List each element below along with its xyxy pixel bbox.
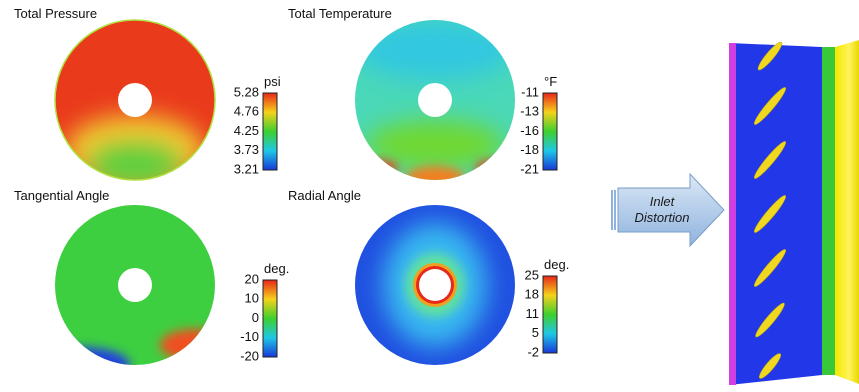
colorbar-tick-label: 4.76 [234, 104, 259, 119]
colorbar-tick-label: 20 [245, 271, 259, 286]
colorbar-tick-label: 3.21 [234, 161, 259, 176]
colorbar-tick-label: -16 [520, 123, 539, 138]
colorbar-tick-label: 3.73 [234, 142, 259, 157]
colorbar-unit: deg. [264, 261, 289, 276]
colorbar [543, 93, 557, 170]
colorbar-tick-label: 11 [526, 306, 540, 321]
arrow-label: Inlet [650, 194, 676, 209]
colorbar-tick-label: -2 [527, 344, 539, 359]
colorbar [543, 276, 557, 353]
arrow-label: Distortion [635, 210, 690, 225]
colorbar-tick-label: 0 [252, 310, 259, 325]
fan-blades-view [729, 40, 859, 385]
panel-title: Tangential Angle [14, 188, 109, 203]
colorbar-tick-label: -20 [240, 348, 259, 363]
panel-title: Total Pressure [14, 6, 97, 21]
panel-title: Total Temperature [288, 6, 392, 21]
colorbar-unit: psi [264, 74, 281, 89]
colorbar-tick-label: 18 [525, 287, 539, 302]
colorbar-tick-label: -10 [240, 329, 259, 344]
colorbar-tick-label: 4.25 [234, 123, 259, 138]
colorbar-tick-label: -11 [521, 84, 539, 99]
colorbar-tick-label: 10 [245, 291, 259, 306]
figure: Total Pressure psi 5.28 4.76 4.25 3.73 3.21 Tot… [0, 0, 859, 387]
colorbar-unit: °F [544, 74, 557, 89]
colorbar-tick-label: 5.28 [234, 84, 259, 99]
colorbar [263, 280, 277, 357]
colorbar-tick-label: -13 [520, 104, 539, 119]
colorbar-tick-label: 25 [525, 267, 539, 282]
colorbar-tick-label: -21 [520, 161, 539, 176]
colorbar-unit: deg. [544, 257, 569, 272]
panel-title: Radial Angle [288, 188, 361, 203]
colorbar-tick-label: -18 [520, 142, 539, 157]
colorbar [263, 93, 277, 170]
colorbar-tick-label: 5 [532, 325, 539, 340]
